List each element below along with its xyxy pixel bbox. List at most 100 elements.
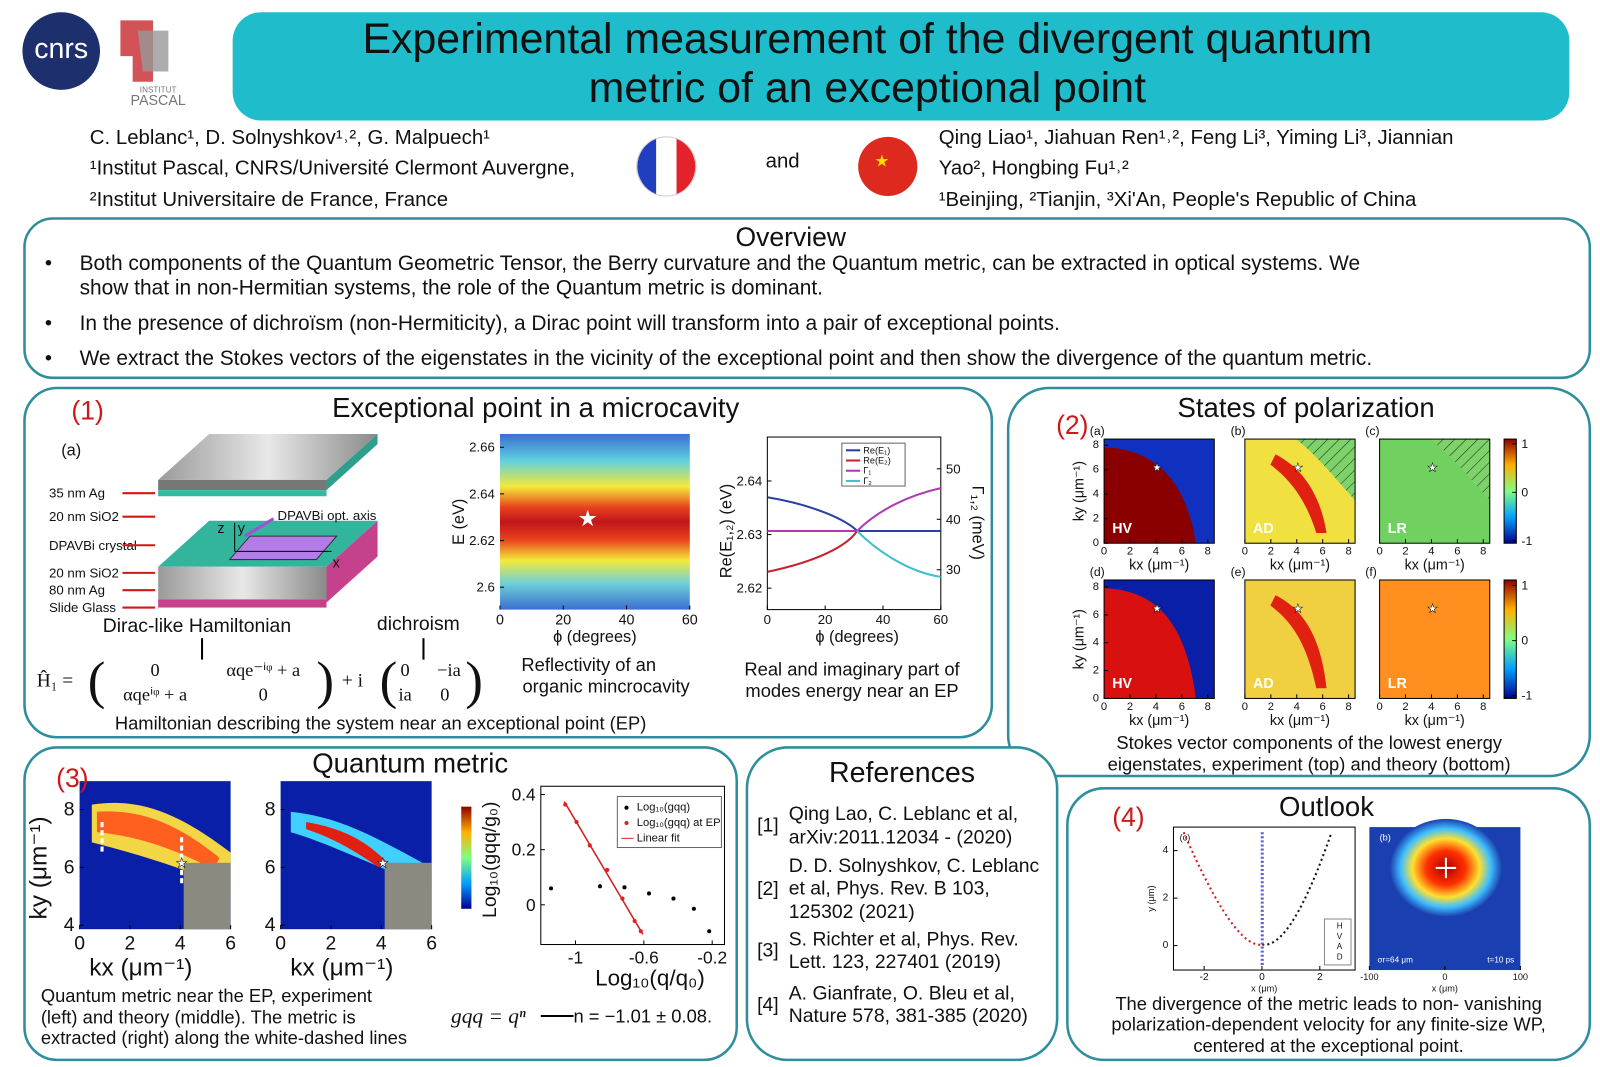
map-frame — [1103, 579, 1215, 699]
label: dichroism — [377, 613, 460, 635]
x-tick-label: 2 — [1317, 972, 1323, 983]
y-tick-label: 8 — [1093, 581, 1099, 593]
axis-label: kx (μm⁻¹) — [290, 954, 393, 981]
flag-star: ★ — [874, 152, 889, 170]
slab-top — [158, 433, 378, 480]
legend-entry: D — [1337, 952, 1343, 961]
y-tick-label: 2 — [1163, 893, 1169, 904]
y-tick-label: 6 — [1093, 609, 1099, 621]
legend-entry: H — [1337, 922, 1343, 931]
x-tick-label: 6 — [426, 933, 437, 955]
note: t=10 ps — [1487, 955, 1514, 964]
y-tick-label: 0 — [1093, 537, 1099, 549]
caption: polarization-dependent velocity for any … — [1111, 1014, 1545, 1035]
x-tick-label: 2 — [1127, 546, 1133, 558]
component-label: AD — [1253, 521, 1274, 537]
y-tick-label: 0.2 — [512, 840, 536, 860]
section-heading: Outlook — [1279, 791, 1374, 822]
caption: Stokes vector components of the lowest e… — [1116, 732, 1502, 753]
caption: Quantum metric near the EP, experiment — [41, 985, 372, 1006]
equation: αqe⁻ⁱᵠ + a — [226, 660, 300, 680]
ep-star: ★ — [1292, 602, 1303, 616]
legend-entry: Linear fit — [637, 832, 681, 844]
layer-label: 35 nm Ag — [49, 486, 105, 501]
y-tick-label: 4 — [64, 914, 75, 936]
legend-entry: Re(E₂) — [863, 456, 891, 466]
bracket: ( — [380, 652, 398, 710]
axis-label: kx (μm⁻¹) — [1405, 713, 1465, 729]
stokes-region — [1104, 447, 1196, 544]
y-tick-label: 1 — [1521, 437, 1528, 451]
legend-box — [1323, 918, 1352, 966]
x-tick-label: 4 — [1428, 701, 1434, 713]
section-heading: Exceptional point in a microcavity — [332, 392, 739, 423]
stokes-region — [1104, 588, 1196, 699]
equation: ia — [398, 684, 411, 704]
x-tick-label: -0.2 — [697, 948, 727, 968]
x-tick-label: 6 — [1179, 546, 1185, 558]
crystal — [228, 535, 338, 561]
map-frame — [1244, 579, 1356, 699]
reference-text: A. Gianfrate, O. Bleu et al, — [789, 983, 1015, 1005]
x-tick-label: 0 — [1376, 701, 1382, 713]
data-point — [563, 802, 568, 807]
panel-label: (b) — [1380, 832, 1391, 842]
trajectory — [1262, 831, 1333, 946]
x-tick-label: 4 — [1428, 546, 1434, 558]
logo-text: INSTITUT — [140, 85, 177, 94]
data-point — [622, 885, 627, 890]
caption: eigenstates, experiment (top) and theory… — [1108, 753, 1511, 774]
y-tick-label: 2 — [1093, 513, 1099, 525]
section-number: (2) — [1056, 410, 1088, 440]
reflectivity-map — [499, 433, 690, 610]
y-tick-label: 4 — [1093, 488, 1099, 500]
ep-star: ★ — [578, 506, 598, 531]
cnrs-logo — [22, 12, 100, 90]
equation: Ĥ₁ = — [37, 670, 74, 692]
x-tick-label: 40 — [619, 612, 635, 628]
y-tick-label: 4 — [1163, 845, 1169, 856]
legend-swatch — [624, 805, 629, 810]
axis-label: kx (μm⁻¹) — [1405, 558, 1465, 574]
layer-label: DPAVBi crystal — [49, 538, 137, 553]
y-tick-label: 2.64 — [736, 473, 762, 488]
y-tick-label: 50 — [946, 461, 961, 476]
reference-text: arXiv:2011.12034 - (2020) — [789, 826, 1013, 848]
y-tick-label: 2.66 — [469, 440, 495, 455]
y-tick-label: 4 — [1093, 637, 1099, 649]
stokes-band — [1270, 595, 1327, 689]
reference-text: 125302 (2021) — [789, 901, 915, 923]
axis-label: Log₁₀(q/q₀) — [595, 966, 705, 991]
authors: Yao², Hongbing Fu¹˒² — [939, 157, 1129, 179]
axis-label: kx (μm⁻¹) — [1129, 713, 1189, 729]
title-banner — [232, 12, 1570, 121]
panel-label: (a) — [61, 441, 81, 459]
y-tick-label: 0 — [1521, 634, 1528, 648]
x-tick-label: 4 — [1294, 701, 1300, 713]
legend-swatch — [624, 820, 629, 826]
x-tick-label: 0 — [1242, 546, 1248, 558]
and: and — [766, 150, 800, 172]
masked-area — [384, 862, 432, 930]
x-tick-label: -1 — [568, 948, 583, 968]
y-tick-label: 6 — [265, 856, 276, 878]
axis-name: y — [238, 521, 246, 537]
x-tick-label: 2 — [326, 933, 337, 955]
data-point — [638, 929, 643, 934]
legend-entry: Γ₂ — [863, 476, 872, 486]
formula: gqq = qⁿ — [451, 1004, 526, 1028]
equation: + i — [342, 671, 364, 692]
logo-text: cnrs — [34, 33, 88, 65]
plot-frame — [766, 436, 942, 611]
reference-number: [1] — [757, 815, 779, 837]
x-tick-label: 60 — [682, 612, 698, 628]
panel-label: (c) — [1180, 832, 1191, 842]
equation: 0 — [151, 660, 160, 680]
x-tick-label: 6 — [1179, 701, 1185, 713]
section-heading: References — [829, 757, 975, 789]
axis-label: Log₁₀(gqq/g₀) — [479, 802, 501, 918]
masked-area — [183, 862, 231, 930]
x-tick-label: 8 — [1480, 546, 1486, 558]
layer-label: 80 nm Ag — [49, 583, 105, 598]
bracket: ) — [465, 652, 483, 710]
